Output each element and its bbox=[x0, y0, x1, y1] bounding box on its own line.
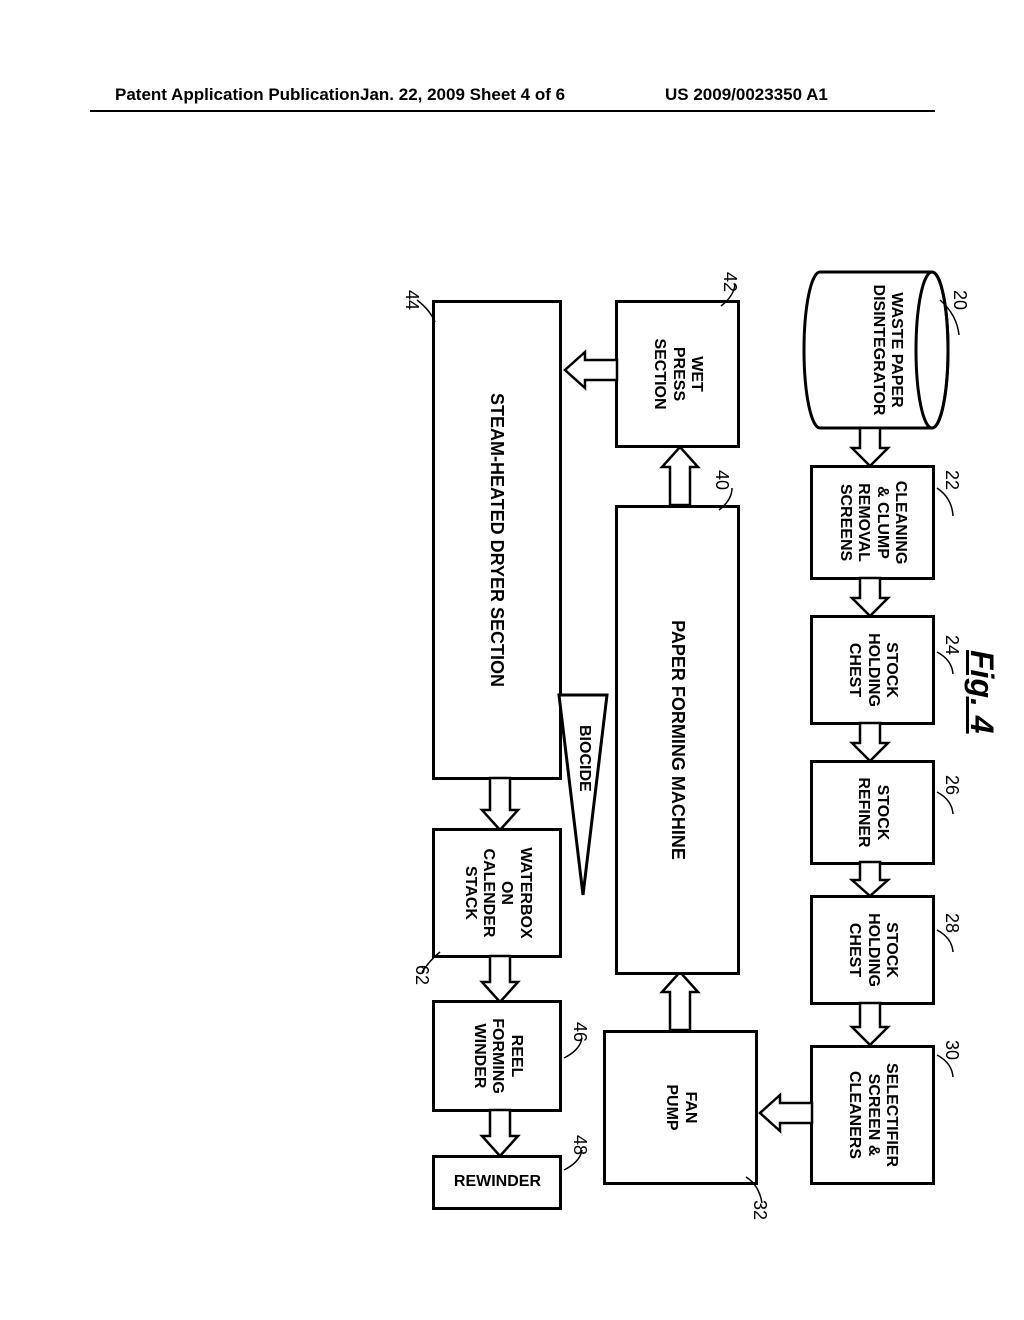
biocide-arrow bbox=[554, 690, 612, 900]
node-wet-press: WETPRESSSECTION bbox=[615, 300, 740, 448]
biocide-label: BIOCIDE bbox=[575, 725, 593, 792]
header-right: US 2009/0023350 A1 bbox=[665, 85, 828, 105]
header-rule bbox=[90, 110, 935, 112]
header-mid: Jan. 22, 2009 Sheet 4 of 6 bbox=[360, 85, 565, 105]
header-left: Patent Application Publication bbox=[115, 85, 360, 105]
node-cleaning: CLEANING& CLUMPREMOVALSCREENS bbox=[810, 465, 935, 580]
node-paper-forming: PAPER FORMING MACHINE bbox=[615, 505, 740, 975]
node-reel-winder: REELFORMINGWINDER bbox=[432, 1000, 562, 1112]
node-refiner: STOCKREFINER bbox=[810, 760, 935, 865]
node-rewinder: REWINDER bbox=[432, 1155, 562, 1210]
node-waterbox: WATERBOXONCALENDERSTACK bbox=[432, 828, 562, 958]
figure-title: Fig. 4 bbox=[963, 650, 1000, 734]
node-stock-chest-2: STOCKHOLDINGCHEST bbox=[810, 895, 935, 1005]
node-fan-pump: FANPUMP bbox=[603, 1030, 758, 1185]
node-selectifier: SELECTIFIERSCREEN &CLEANERS bbox=[810, 1045, 935, 1185]
node-dryer: STEAM-HEATED DRYER SECTION bbox=[432, 300, 562, 780]
node-stock-chest-1: STOCKHOLDINGCHEST bbox=[810, 615, 935, 725]
figure-4-diagram: Fig. 4 WASTE PAPERDISINTEGRATOR 20 CLEAN… bbox=[10, 270, 990, 1030]
node-disintegrator-label: WASTE PAPERDISINTEGRATOR bbox=[868, 270, 905, 430]
node-disintegrator: WASTE PAPERDISINTEGRATOR bbox=[800, 270, 950, 430]
